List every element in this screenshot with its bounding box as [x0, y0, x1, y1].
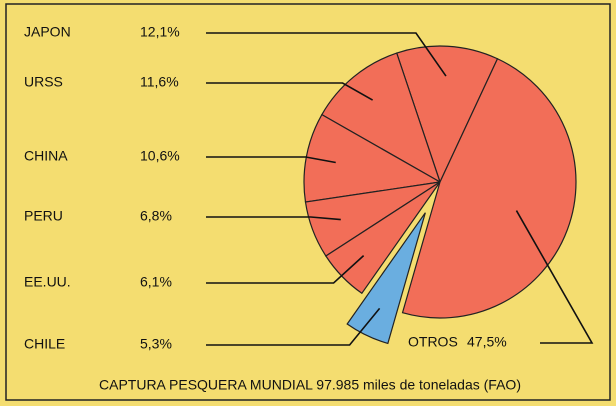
pie-slice: [325, 181, 441, 295]
value-label: 5,3%: [140, 336, 172, 352]
slice-label: CHINA: [24, 148, 68, 164]
slice-label: OTROS: [408, 334, 458, 350]
leader-line: [206, 307, 381, 346]
slice-label: URSS: [24, 74, 63, 90]
value-label: 6,8%: [140, 208, 172, 224]
leader-line: [206, 82, 374, 101]
pie-slice: [321, 52, 442, 184]
leader-line: [206, 255, 365, 284]
pie-slice: [395, 45, 499, 184]
leader-line: [515, 210, 594, 344]
leader-line: [206, 216, 341, 221]
value-label: 6,1%: [140, 274, 172, 290]
pie-slice: [346, 212, 426, 345]
slice-label: CHILE: [24, 336, 65, 352]
leader-line: [206, 156, 336, 164]
slice-label: EE.UU.: [24, 274, 71, 290]
leader-line: [206, 32, 447, 77]
value-label: 11,6%: [140, 74, 179, 90]
pie-slice: [401, 57, 577, 319]
slice-label: PERU: [24, 208, 63, 224]
value-label: 10,6%: [140, 148, 180, 164]
value-label: 47,5%: [467, 334, 507, 350]
value-label: 12,1%: [140, 24, 180, 40]
slice-label: JAPON: [24, 24, 71, 40]
frame: [5, 3, 611, 401]
chart-title: CAPTURA PESQUERA MUNDIAL 97.985 miles de…: [99, 377, 521, 393]
